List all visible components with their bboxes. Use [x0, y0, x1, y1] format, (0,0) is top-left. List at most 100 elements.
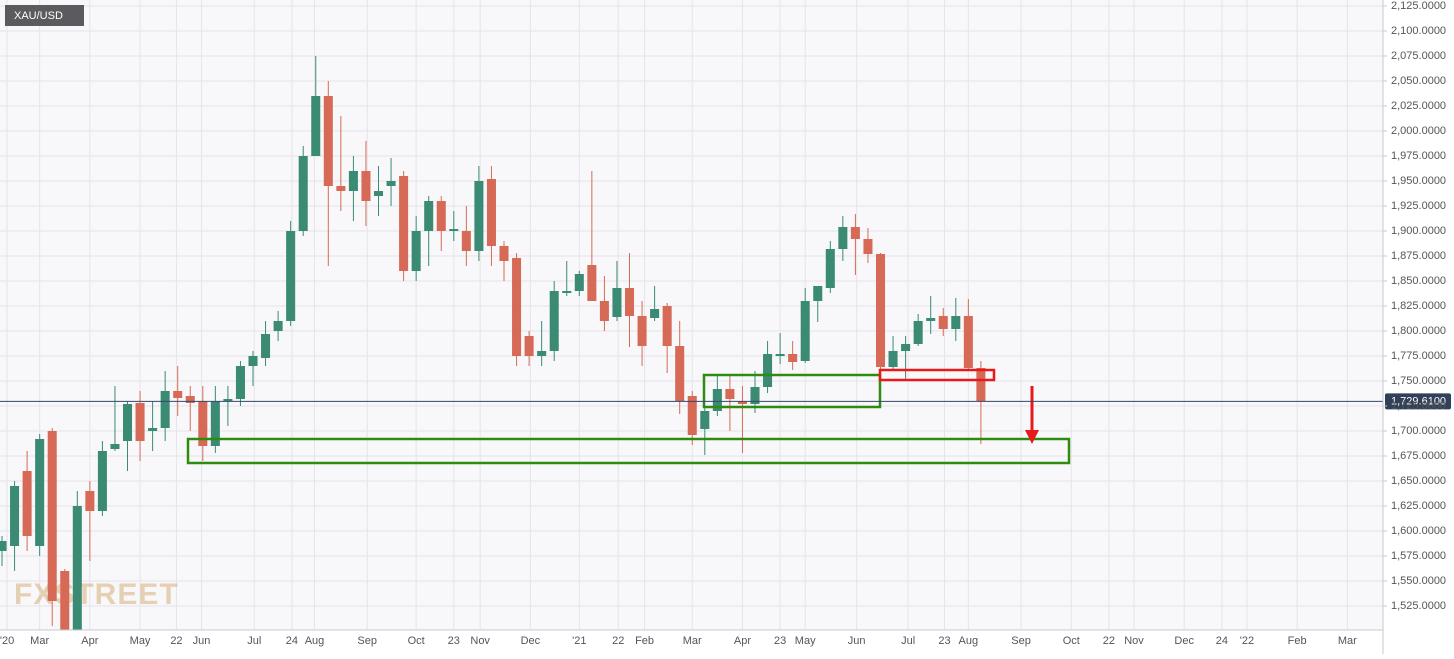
- candle-body: [650, 309, 660, 318]
- candles: [0, 56, 986, 630]
- y-tick-label: 1,675.0000: [1391, 450, 1446, 462]
- grid: [0, 0, 1383, 630]
- x-tick-label: 23: [938, 635, 950, 647]
- resistance-zone: [878, 368, 996, 382]
- x-tick-label: Aug: [305, 635, 325, 647]
- candle-body: [97, 451, 107, 511]
- x-tick-label: '21: [572, 635, 586, 647]
- y-tick-label: 1,775.0000: [1391, 350, 1446, 362]
- x-tick-label: Nov: [1124, 635, 1144, 647]
- candle-body: [286, 231, 296, 321]
- y-tick-label: 1,925.0000: [1391, 200, 1446, 212]
- y-tick-label: 1,700.0000: [1391, 425, 1446, 437]
- x-tick-label: Mar: [683, 635, 702, 647]
- candle-body: [72, 506, 82, 630]
- candle-body: [336, 186, 346, 191]
- candle-body: [486, 179, 496, 246]
- last-price-label: 1,729.6100: [1391, 395, 1446, 407]
- x-tick-label: 23: [774, 635, 786, 647]
- x-tick-label: Jul: [901, 635, 915, 647]
- candle-body: [22, 471, 32, 536]
- candle-body: [273, 321, 283, 331]
- candle-body: [712, 389, 722, 411]
- candle-body: [512, 258, 522, 356]
- x-tick-label: Dec: [1174, 635, 1194, 647]
- candle-body: [449, 229, 459, 231]
- y-tick-label: 1,800.0000: [1391, 325, 1446, 337]
- candle-body: [235, 366, 245, 399]
- candle-body: [725, 389, 735, 399]
- x-tick-label: '22: [1240, 635, 1254, 647]
- candle-body: [499, 246, 509, 261]
- x-tick-label: 22: [170, 635, 182, 647]
- candle-body: [825, 249, 835, 288]
- x-tick-label: Feb: [635, 635, 654, 647]
- x-tick-label: Nov: [470, 635, 490, 647]
- y-tick-label: 1,975.0000: [1391, 150, 1446, 162]
- y-tick-label: 1,750.0000: [1391, 375, 1446, 387]
- candle-body: [386, 181, 396, 186]
- candle-body: [838, 227, 848, 249]
- candle-body: [85, 491, 95, 511]
- candle-body: [700, 411, 710, 429]
- candle-body: [926, 318, 936, 321]
- x-tick-label: Feb: [1288, 635, 1307, 647]
- candle-body: [875, 254, 886, 367]
- y-tick-label: 2,025.0000: [1391, 100, 1446, 112]
- x-tick-label: 23: [448, 635, 460, 647]
- x-tick-label: 24: [1216, 635, 1228, 647]
- candle-body: [850, 227, 860, 239]
- candle-body: [135, 403, 145, 441]
- candle-body: [311, 96, 321, 156]
- x-tick-label: Oct: [408, 635, 425, 647]
- x-tick-label: May: [130, 635, 151, 647]
- candle-body: [963, 316, 973, 368]
- y-tick-label: 1,900.0000: [1391, 225, 1446, 237]
- candle-body: [298, 156, 308, 231]
- support-zone: [186, 437, 1071, 465]
- x-tick-label: Dec: [521, 635, 541, 647]
- y-tick-label: 1,650.0000: [1391, 475, 1446, 487]
- candle-body: [261, 334, 271, 358]
- symbol-box: [5, 5, 84, 26]
- candle-body: [750, 387, 760, 404]
- candle-body: [763, 354, 773, 387]
- y-tick-label: 2,050.0000: [1391, 75, 1446, 87]
- candle-body: [185, 396, 195, 403]
- candle-body: [599, 301, 609, 321]
- candle-body: [901, 344, 911, 351]
- last-price: 1,729.6100: [0, 393, 1451, 410]
- candle-body: [976, 368, 986, 402]
- candle-body: [587, 265, 597, 301]
- y-tick-label: 1,525.0000: [1391, 600, 1446, 612]
- candle-body: [373, 191, 384, 196]
- x-tick-label: Apr: [734, 635, 751, 647]
- y-tick-label: 1,725.0000: [1391, 400, 1446, 412]
- candle-body: [0, 541, 7, 551]
- x-tick-label: 24: [286, 635, 298, 647]
- candle-body: [461, 231, 471, 251]
- candle-body: [938, 316, 948, 329]
- candle-body: [813, 286, 823, 301]
- candle-body: [788, 354, 798, 362]
- y-tick-label: 1,625.0000: [1391, 500, 1446, 512]
- y-tick-label: 1,850.0000: [1391, 275, 1446, 287]
- candle-body: [637, 316, 647, 346]
- candle-body: [424, 201, 434, 231]
- candle-body: [624, 288, 635, 316]
- candle-body: [160, 391, 170, 428]
- candle-body: [562, 291, 572, 293]
- axes: 2,125.0000 2,100.0000 2,075.0000 2,050.0000…: [0, 0, 1446, 647]
- x-tick-label: Apr: [81, 635, 98, 647]
- y-tick-label: 1,825.0000: [1391, 300, 1446, 312]
- y-tick-label: 1,600.0000: [1391, 525, 1446, 537]
- plot-area: [0, 0, 1383, 630]
- y-tick-label: 1,950.0000: [1391, 175, 1446, 187]
- candle-body: [60, 571, 70, 630]
- y-tick-label: 2,100.0000: [1391, 25, 1446, 37]
- candle-body: [574, 274, 584, 291]
- candle-body: [10, 486, 20, 546]
- y-tick-label: 1,550.0000: [1391, 575, 1446, 587]
